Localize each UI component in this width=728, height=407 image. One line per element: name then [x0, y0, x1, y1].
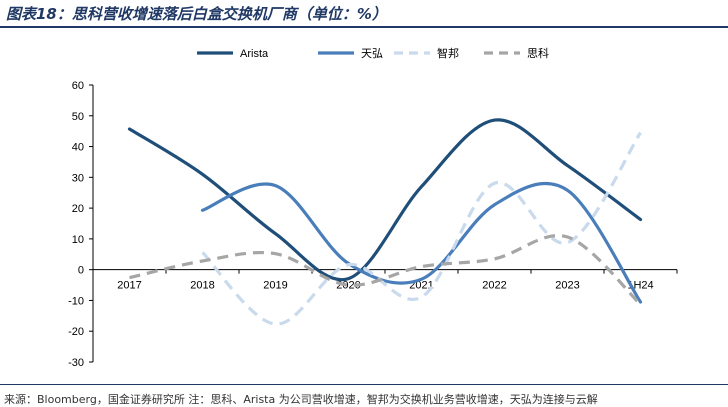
y-tick-label: 40	[72, 142, 84, 154]
x-tick-label: 2018	[190, 280, 214, 292]
legend-label: 天弘	[361, 47, 383, 60]
x-tick-label: 2019	[263, 280, 287, 292]
legend-item-3: 思科	[484, 46, 549, 60]
legend-item-2: 智邦	[394, 46, 459, 60]
source-divider	[0, 384, 728, 385]
chart-series-layer	[129, 120, 640, 324]
legend-label: 思科	[527, 46, 549, 60]
y-tick-label: 10	[72, 234, 84, 246]
y-tick-label: 30	[72, 172, 84, 184]
legend-label: 智邦	[437, 46, 459, 60]
x-tick-label: 2017	[117, 280, 141, 292]
legend-item-0: Arista	[197, 48, 269, 60]
source-note: 来源：Bloomberg，国金证券研究所 注：思科、Arista 为公司营收增速…	[4, 391, 598, 407]
y-tick-label: -30	[68, 357, 84, 369]
legend-item-1: 天弘	[318, 47, 383, 60]
x-tick-label: 2022	[482, 280, 506, 292]
title-bar: 图表18：思科营收增速落后白盒交换机厂商（单位：%）	[0, 0, 728, 26]
chart-legend: Arista 天弘 智邦 思科	[197, 46, 549, 60]
legend-label: Arista	[240, 48, 269, 60]
y-tick-label: 50	[72, 111, 84, 123]
y-tick-label: 0	[78, 265, 84, 277]
y-tick-label: -10	[68, 295, 84, 307]
y-tick-label: -20	[68, 326, 84, 338]
chart-title: 图表18：思科营收增速落后白盒交换机厂商（单位：%）	[6, 3, 387, 24]
line-chart: Arista 天弘 智邦 思科 -30 -20 -10 0 10 20 30 40 50 60 2017 2…	[0, 28, 728, 384]
y-tick-label: 20	[72, 203, 84, 215]
x-tick-label: 2023	[555, 280, 579, 292]
y-tick-label: 60	[72, 80, 84, 92]
